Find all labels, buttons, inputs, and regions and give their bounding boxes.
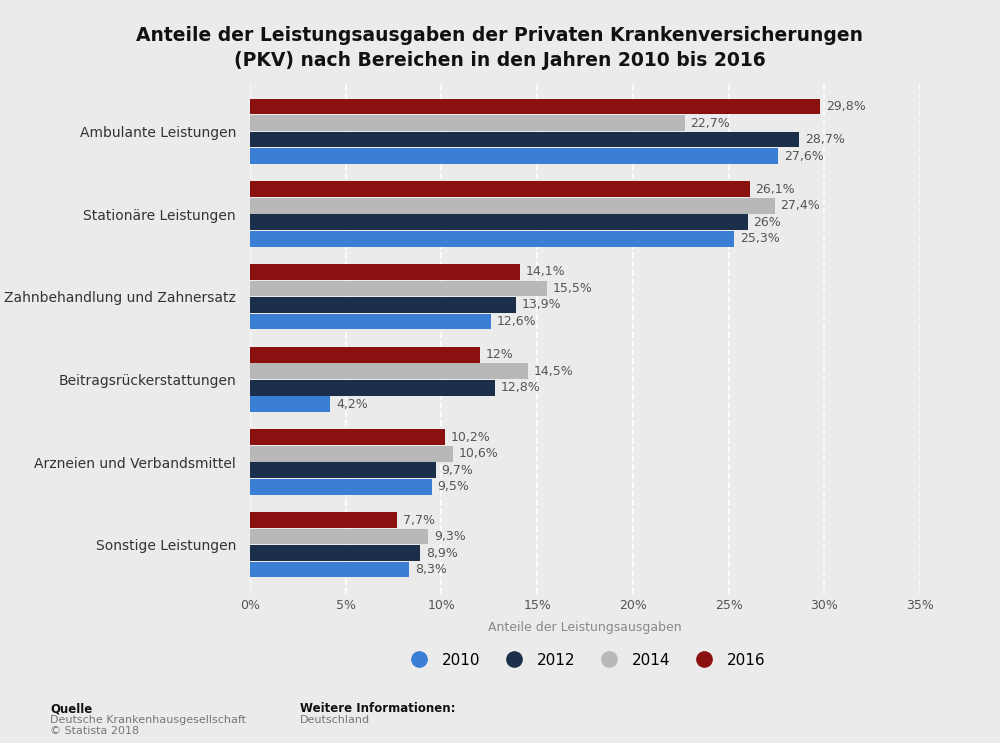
Bar xyxy=(250,562,409,577)
Bar xyxy=(250,380,495,395)
Bar xyxy=(250,479,432,495)
Legend: 2010, 2012, 2014, 2016: 2010, 2012, 2014, 2016 xyxy=(398,646,772,674)
Bar xyxy=(250,215,748,230)
Text: 13,9%: 13,9% xyxy=(522,299,561,311)
Text: 28,7%: 28,7% xyxy=(805,133,845,146)
Text: 12%: 12% xyxy=(485,348,513,361)
Text: 27,4%: 27,4% xyxy=(780,199,820,212)
Bar xyxy=(250,363,528,379)
Bar xyxy=(250,198,775,214)
Text: 9,7%: 9,7% xyxy=(441,464,473,477)
Bar xyxy=(250,446,453,461)
Text: 9,3%: 9,3% xyxy=(434,530,466,543)
Text: Quelle: Quelle xyxy=(50,702,92,715)
Bar xyxy=(250,314,491,329)
Bar xyxy=(250,149,778,164)
Text: 9,5%: 9,5% xyxy=(438,480,469,493)
Text: 8,9%: 8,9% xyxy=(426,547,458,559)
Bar xyxy=(250,115,685,131)
Text: 12,6%: 12,6% xyxy=(497,315,537,328)
Bar xyxy=(250,347,480,363)
Text: 7,7%: 7,7% xyxy=(403,513,435,527)
Text: 14,5%: 14,5% xyxy=(533,365,573,377)
Text: 26,1%: 26,1% xyxy=(755,183,795,196)
Bar xyxy=(250,297,516,313)
Text: Anteile der Leistungsausgaben der Privaten Krankenversicherungen
(PKV) nach Bere: Anteile der Leistungsausgaben der Privat… xyxy=(136,26,864,70)
Text: 15,5%: 15,5% xyxy=(552,282,592,295)
Text: 8,3%: 8,3% xyxy=(415,563,447,576)
Text: 26%: 26% xyxy=(753,215,781,229)
Bar xyxy=(250,99,820,114)
Bar xyxy=(250,545,420,561)
Bar xyxy=(250,281,547,296)
Text: 4,2%: 4,2% xyxy=(336,398,368,411)
Bar xyxy=(250,396,330,412)
X-axis label: Anteile der Leistungsausgaben: Anteile der Leistungsausgaben xyxy=(488,620,682,634)
Text: 22,7%: 22,7% xyxy=(690,117,730,129)
Text: 10,2%: 10,2% xyxy=(451,431,491,444)
Text: 10,6%: 10,6% xyxy=(459,447,498,461)
Bar xyxy=(250,462,436,478)
Bar xyxy=(250,529,428,545)
Text: 29,8%: 29,8% xyxy=(826,100,866,113)
Text: 27,6%: 27,6% xyxy=(784,149,824,163)
Text: Deutschland: Deutschland xyxy=(300,715,370,724)
Text: 14,1%: 14,1% xyxy=(526,265,565,279)
Bar xyxy=(250,429,445,445)
Text: 12,8%: 12,8% xyxy=(501,381,541,394)
Text: Deutsche Krankenhausgesellschaft
© Statista 2018: Deutsche Krankenhausgesellschaft © Stati… xyxy=(50,715,246,736)
Bar xyxy=(250,231,734,247)
Text: Weitere Informationen:: Weitere Informationen: xyxy=(300,702,456,715)
Bar xyxy=(250,181,750,197)
Text: 25,3%: 25,3% xyxy=(740,233,780,245)
Bar xyxy=(250,132,799,147)
Bar xyxy=(250,264,520,280)
Bar xyxy=(250,512,397,528)
